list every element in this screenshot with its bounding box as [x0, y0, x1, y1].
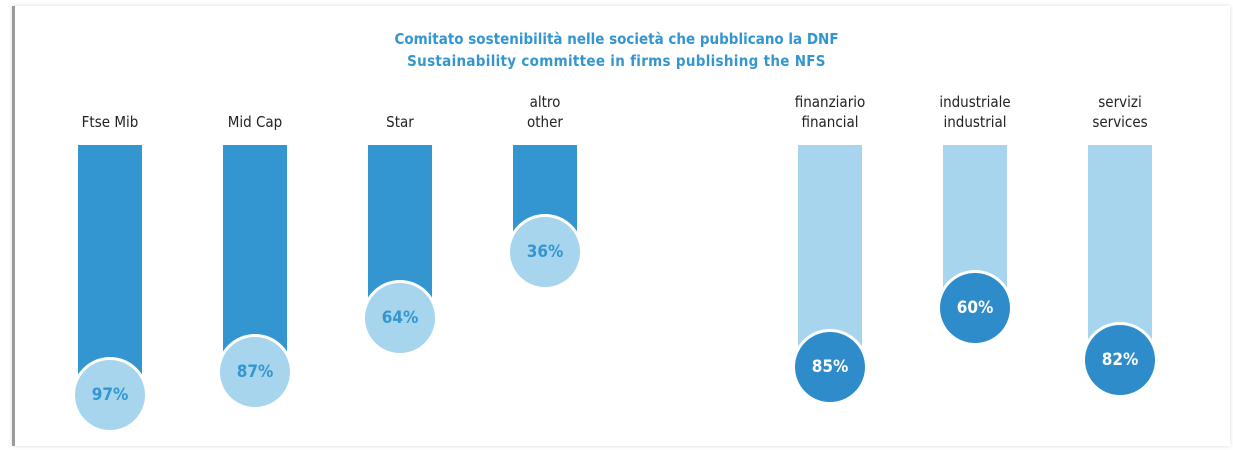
- bar: [1088, 145, 1152, 360]
- bar: [78, 145, 142, 395]
- category-label: Mid Cap: [227, 113, 283, 131]
- category-label: Ftse Mib: [81, 113, 139, 131]
- value-label: 64%: [365, 282, 435, 353]
- bar: [798, 145, 862, 367]
- card: [12, 6, 1230, 446]
- category-label: servizi services: [1092, 93, 1148, 131]
- value-label: 97%: [75, 359, 145, 430]
- value-label: 87%: [220, 336, 290, 407]
- value-label: 36%: [510, 217, 580, 288]
- category-label: industriale industrial: [939, 93, 1011, 131]
- category-label: altro other: [527, 93, 563, 131]
- value-label: 60%: [940, 273, 1010, 344]
- value-label: 85%: [795, 331, 865, 402]
- category-label: Star: [386, 113, 414, 131]
- subtitle: Sustainability committee in firms publis…: [407, 52, 826, 70]
- value-label: 82%: [1085, 324, 1155, 395]
- title: Comitato sostenibilità nelle società che…: [394, 30, 839, 48]
- category-label: finanziario financial: [794, 93, 866, 131]
- bar: [223, 145, 287, 372]
